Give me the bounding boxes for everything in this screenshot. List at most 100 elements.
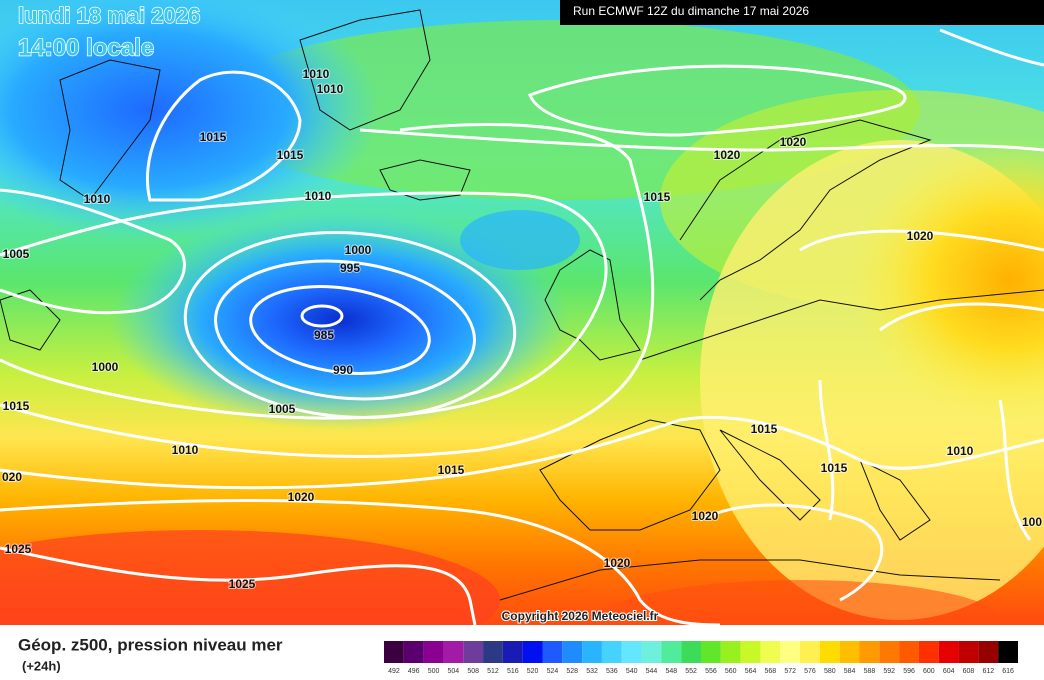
isobar-label: 1020 (288, 490, 315, 504)
scale-swatch (899, 641, 919, 663)
scale-label: 612 (982, 668, 994, 675)
run-banner (560, 0, 1044, 25)
isobar-label: 1015 (438, 463, 465, 477)
coastline (379, 159, 471, 201)
isobar-label: 990 (333, 363, 353, 377)
scale-label: 516 (507, 668, 519, 675)
scale-label: 536 (606, 668, 618, 675)
scale-swatch (839, 641, 860, 663)
isobar (214, 259, 476, 401)
date: lundi 18 mai 2026 (18, 3, 200, 28)
scale-swatch (463, 641, 484, 663)
scale-label: 492 (388, 668, 400, 675)
isobar (0, 415, 1044, 490)
isobar (0, 188, 186, 315)
isobar-label: 1010 (947, 444, 974, 458)
isobar-label: 1015 (751, 422, 778, 436)
scale-swatch (403, 641, 424, 663)
scale-label: 560 (725, 668, 737, 675)
isobar-label: 995 (340, 261, 360, 275)
isobar-label: 1025 (5, 542, 32, 556)
scale-label: 588 (864, 668, 876, 675)
scale-swatch (661, 641, 682, 663)
scale-swatch (740, 641, 761, 663)
isobar (528, 64, 907, 137)
scale-swatch (601, 641, 622, 663)
isobar (879, 302, 1044, 332)
scale-swatch (819, 641, 840, 663)
isobar-label: 1010 (84, 192, 111, 206)
scale-swatch (978, 641, 999, 663)
scale-swatch (582, 641, 602, 663)
scale-swatch (780, 641, 801, 663)
isobar-label: 1025 (229, 577, 256, 591)
scale-label: 572 (784, 668, 796, 675)
coastline (639, 289, 1044, 361)
scale-label: 564 (745, 668, 757, 675)
isobar-label: 985 (314, 328, 334, 342)
isobar-label: 020 (2, 470, 22, 484)
coastline (544, 249, 641, 361)
cold-zone (460, 210, 580, 270)
isobar-label: 1010 (303, 67, 330, 81)
isobar-label: 1015 (821, 461, 848, 475)
scale-label: 528 (566, 668, 578, 675)
isobar-label: 1020 (604, 556, 631, 570)
isobar-label: 1015 (200, 130, 227, 144)
cold-zone (0, 0, 380, 240)
coastline (299, 9, 431, 131)
scale-swatch (522, 641, 543, 663)
scale-swatch (918, 641, 939, 663)
isobar (359, 128, 1044, 152)
scale-label: 520 (527, 668, 539, 675)
isobar (145, 70, 302, 202)
scale-label: 556 (705, 668, 717, 675)
scale-label: 504 (448, 668, 460, 675)
isobar-label: 1015 (3, 399, 30, 413)
scale-swatch (800, 641, 820, 663)
scale-label: 548 (665, 668, 677, 675)
scale-label: 552 (685, 668, 697, 675)
scale-label: 524 (547, 668, 559, 675)
scale-swatch (621, 641, 642, 663)
isobar-label: 100 (1022, 515, 1042, 529)
isobar (799, 229, 1044, 252)
scale-label: 580 (824, 668, 836, 675)
scale-swatch (938, 641, 959, 663)
scale-swatch (879, 641, 900, 663)
coastline (859, 458, 931, 541)
isobar (0, 122, 655, 458)
scale-swatch (502, 641, 523, 663)
scale-label: 596 (903, 668, 915, 675)
isobar (818, 379, 835, 521)
scale-swatch (859, 641, 880, 663)
coastline (0, 289, 61, 351)
isobar (699, 503, 884, 602)
isobar-label: 1015 (644, 190, 671, 204)
warm-zone (850, 140, 1044, 420)
scale-swatch (998, 641, 1018, 663)
scale-label: 500 (428, 668, 440, 675)
isobar-label: 1010 (317, 82, 344, 96)
isobar-label: 1005 (3, 247, 30, 261)
scale-label: 512 (487, 668, 499, 675)
isobar-label: 1005 (269, 402, 296, 416)
scale-label: 508 (467, 668, 479, 675)
scale-swatch (958, 641, 979, 663)
coastline (59, 59, 161, 201)
scale-swatch (423, 641, 444, 663)
scale-swatch (681, 641, 701, 663)
isobar-label: 1020 (907, 229, 934, 243)
isobar (998, 399, 1032, 541)
scale-swatch (562, 641, 583, 663)
scale-label: 592 (883, 668, 895, 675)
coastline (539, 419, 721, 531)
scale-label: 600 (923, 668, 935, 675)
copyright: Copyright 2026 Meteociel.fr (502, 609, 659, 623)
coastline (719, 429, 821, 521)
scale-swatch (641, 641, 662, 663)
scale-label: 608 (963, 668, 975, 675)
